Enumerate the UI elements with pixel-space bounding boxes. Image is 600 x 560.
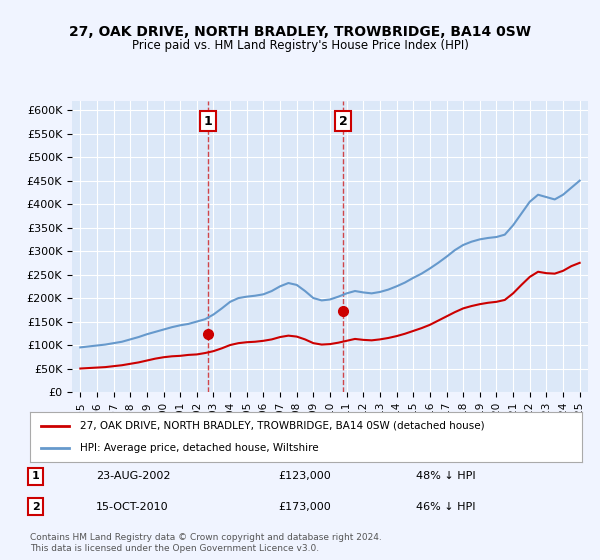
Text: HPI: Average price, detached house, Wiltshire: HPI: Average price, detached house, Wilt… [80, 443, 319, 453]
Text: Contains HM Land Registry data © Crown copyright and database right 2024.
This d: Contains HM Land Registry data © Crown c… [30, 533, 382, 553]
Text: Price paid vs. HM Land Registry's House Price Index (HPI): Price paid vs. HM Land Registry's House … [131, 39, 469, 52]
Text: 27, OAK DRIVE, NORTH BRADLEY, TROWBRIDGE, BA14 0SW: 27, OAK DRIVE, NORTH BRADLEY, TROWBRIDGE… [69, 25, 531, 39]
Text: 15-OCT-2010: 15-OCT-2010 [96, 502, 169, 512]
Text: 1: 1 [32, 472, 40, 482]
Text: 1: 1 [203, 115, 212, 128]
Text: £173,000: £173,000 [278, 502, 331, 512]
Text: £123,000: £123,000 [278, 472, 331, 482]
Text: 2: 2 [32, 502, 40, 512]
Text: 2: 2 [339, 115, 347, 128]
Text: 48% ↓ HPI: 48% ↓ HPI [416, 472, 476, 482]
Text: 27, OAK DRIVE, NORTH BRADLEY, TROWBRIDGE, BA14 0SW (detached house): 27, OAK DRIVE, NORTH BRADLEY, TROWBRIDGE… [80, 421, 484, 431]
Text: 23-AUG-2002: 23-AUG-2002 [96, 472, 171, 482]
Text: 46% ↓ HPI: 46% ↓ HPI [416, 502, 476, 512]
